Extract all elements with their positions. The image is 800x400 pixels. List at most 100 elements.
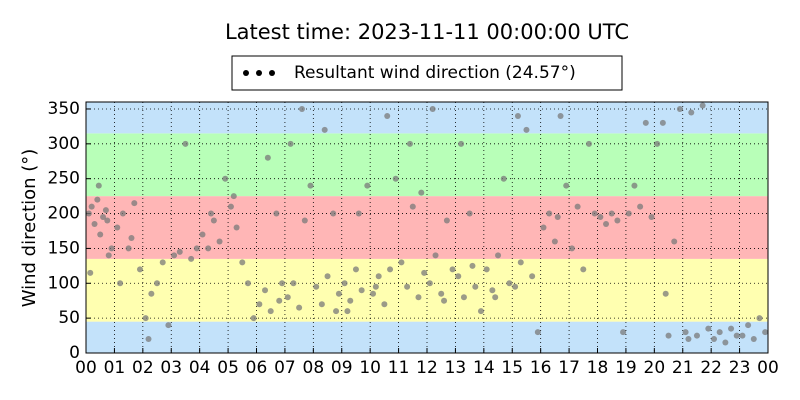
- point: [514, 112, 521, 119]
- point: [165, 322, 172, 329]
- point: [104, 217, 111, 224]
- point: [131, 200, 138, 207]
- point: [534, 329, 541, 336]
- point: [105, 252, 112, 259]
- point: [506, 280, 513, 287]
- x-tick-label: 04: [189, 358, 211, 378]
- point: [429, 105, 436, 112]
- point: [330, 210, 337, 217]
- point: [176, 248, 183, 255]
- x-tick-label: 14: [473, 358, 495, 378]
- point: [301, 217, 308, 224]
- point: [324, 273, 331, 280]
- point: [693, 332, 700, 339]
- x-tick-label: 00: [757, 358, 779, 378]
- band: [86, 102, 768, 134]
- point: [313, 283, 320, 290]
- point: [608, 210, 615, 217]
- point: [438, 290, 445, 297]
- point: [458, 140, 465, 147]
- x-tick-label: 17: [558, 358, 580, 378]
- legend-marker: [269, 70, 275, 76]
- point: [580, 266, 587, 273]
- point: [102, 207, 109, 214]
- point: [426, 280, 433, 287]
- point: [662, 290, 669, 297]
- point: [483, 266, 490, 273]
- point: [344, 308, 351, 315]
- point: [182, 140, 189, 147]
- point: [529, 273, 536, 280]
- point: [284, 294, 291, 301]
- point: [625, 210, 632, 217]
- y-tick-label: 250: [48, 169, 80, 189]
- point: [685, 336, 692, 343]
- legend-marker: [256, 70, 262, 76]
- x-tick-label: 11: [388, 358, 410, 378]
- point: [756, 315, 763, 322]
- point: [145, 336, 152, 343]
- point: [136, 266, 143, 273]
- point: [711, 336, 718, 343]
- point: [421, 269, 428, 276]
- point: [298, 105, 305, 112]
- point: [318, 301, 325, 308]
- point: [665, 332, 672, 339]
- point: [355, 210, 362, 217]
- point: [716, 329, 723, 336]
- point: [267, 308, 274, 315]
- y-tick-label: 50: [58, 308, 80, 328]
- x-tick-label: 21: [672, 358, 694, 378]
- point: [762, 329, 769, 336]
- point: [91, 221, 98, 228]
- point: [441, 297, 448, 304]
- point: [250, 315, 257, 322]
- legend-box: [231, 55, 623, 91]
- y-tick-label: 200: [48, 204, 80, 224]
- point: [739, 332, 746, 339]
- point: [216, 238, 223, 245]
- point: [387, 266, 394, 273]
- point: [648, 214, 655, 221]
- point: [614, 217, 621, 224]
- point: [222, 175, 229, 182]
- point: [733, 332, 740, 339]
- point: [449, 266, 456, 273]
- point: [671, 238, 678, 245]
- point: [347, 297, 354, 304]
- point: [233, 224, 240, 231]
- point: [699, 102, 706, 109]
- x-tick-label: 02: [132, 358, 154, 378]
- point: [125, 245, 132, 252]
- point: [603, 221, 610, 228]
- point: [642, 119, 649, 126]
- point: [455, 273, 462, 280]
- plot-frame: [85, 101, 769, 354]
- x-tick-label: 01: [104, 358, 126, 378]
- point: [239, 259, 246, 266]
- point: [94, 196, 101, 203]
- point: [409, 203, 416, 210]
- point: [227, 203, 234, 210]
- point: [563, 182, 570, 189]
- point: [97, 231, 104, 238]
- point: [375, 273, 382, 280]
- point: [287, 140, 294, 147]
- x-tick-label: 23: [729, 358, 751, 378]
- point: [321, 126, 328, 133]
- point: [597, 214, 604, 221]
- point: [95, 182, 102, 189]
- point: [210, 217, 217, 224]
- point: [290, 280, 297, 287]
- legend-label: Resultant wind direction (24.57°): [294, 63, 576, 83]
- point: [495, 252, 502, 259]
- point: [620, 329, 627, 336]
- point: [108, 245, 115, 252]
- point: [333, 308, 340, 315]
- point: [631, 182, 638, 189]
- point: [352, 266, 359, 273]
- x-tick-label: 20: [644, 358, 666, 378]
- point: [208, 210, 215, 217]
- x-tick-label: 22: [700, 358, 722, 378]
